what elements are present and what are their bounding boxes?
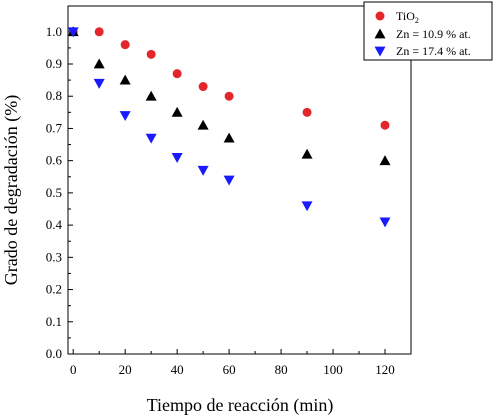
point-series-2	[197, 119, 209, 130]
legend-marker-3	[374, 46, 386, 57]
point-series-2	[145, 90, 157, 101]
y-tick-label: 1.0	[46, 24, 62, 39]
x-tick-label: 40	[171, 362, 184, 377]
y-tick-label: 0.6	[46, 153, 63, 168]
point-series-1	[302, 107, 312, 117]
y-tick-label: 0.9	[46, 56, 62, 71]
plot-frame	[67, 5, 412, 355]
x-tick-label: 80	[275, 362, 288, 377]
legend-marker-2	[374, 28, 386, 39]
point-series-1	[224, 91, 234, 101]
point-series-3	[93, 78, 105, 89]
legend-label-3: Zn = 17.4 % at.	[396, 44, 471, 58]
point-series-2	[93, 58, 105, 69]
legend: TiO2 Zn = 10.9 % at. Zn = 17.4 % at.	[363, 1, 493, 61]
y-tick-label: 0.8	[46, 88, 62, 103]
point-series-1	[380, 120, 390, 130]
y-tick-label: 0.0	[46, 346, 62, 361]
point-series-1	[146, 49, 156, 59]
point-series-2	[119, 74, 131, 85]
y-tick-label: 0.7	[46, 120, 63, 135]
y-tick-label: 0.3	[46, 249, 62, 264]
x-axis: 0 20 40 60 80 100 120	[70, 349, 395, 377]
point-series-2	[171, 106, 183, 117]
point-series-3	[197, 165, 209, 176]
x-tick-label: 120	[375, 362, 395, 377]
point-series-1	[94, 27, 104, 37]
point-series-3	[379, 217, 391, 228]
x-axis-title: Tiempo de reacción (min)	[147, 395, 334, 416]
point-series-3	[301, 201, 313, 212]
point-series-3	[145, 133, 157, 144]
legend-box	[363, 1, 493, 61]
point-series-3	[223, 175, 235, 186]
point-series-2	[301, 148, 313, 159]
point-series-1	[198, 82, 208, 92]
point-series-3	[171, 153, 183, 163]
point-series-1	[172, 69, 182, 79]
x-tick-label: 0	[70, 362, 77, 377]
x-tick-label: 20	[119, 362, 132, 377]
y-tick-label: 0.5	[46, 185, 62, 200]
point-series-2	[223, 132, 235, 143]
y-tick-label: 0.4	[46, 217, 63, 232]
point-series-3	[119, 111, 131, 122]
y-axis: 0.0 0.1 0.2 0.3 0.4 0.5 0.6 0.7 0.8 0.9 1.0	[46, 24, 73, 361]
y-tick-label: 0.1	[46, 314, 62, 329]
data-points	[67, 26, 391, 228]
legend-marker-1	[375, 11, 385, 21]
point-series-1	[120, 40, 130, 50]
point-series-3	[67, 27, 79, 38]
legend-label-1: TiO2	[396, 9, 419, 25]
legend-label-2: Zn = 10.9 % at.	[396, 27, 471, 41]
y-axis-title: Grado de degradación (%)	[1, 95, 22, 285]
y-tick-label: 0.2	[46, 282, 62, 297]
x-tick-label: 100	[323, 362, 343, 377]
x-tick-label: 60	[223, 362, 236, 377]
point-series-2	[379, 155, 391, 166]
